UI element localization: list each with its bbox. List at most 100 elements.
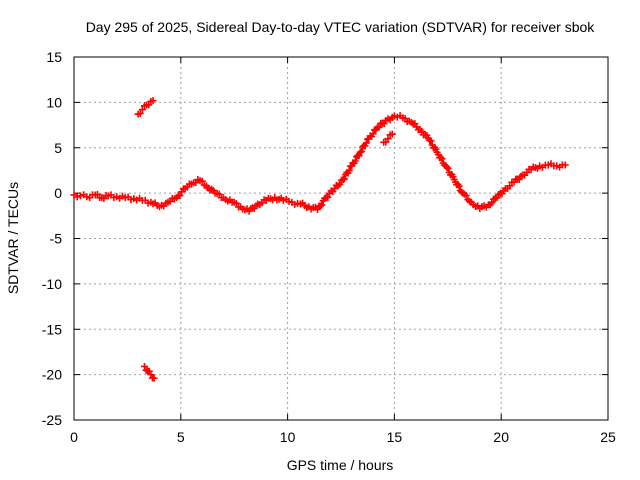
band-marker — [277, 194, 285, 202]
band-marker — [508, 178, 516, 186]
band-marker — [140, 102, 148, 110]
x-tick-label: 25 — [600, 429, 616, 445]
band-marker — [357, 147, 365, 155]
band-marker — [558, 161, 566, 169]
band-marker — [215, 190, 223, 198]
band-marker — [427, 137, 435, 145]
band-marker — [405, 117, 413, 125]
band-marker — [386, 131, 394, 139]
data-point — [140, 362, 148, 370]
band-marker — [346, 162, 354, 170]
band-marker — [185, 180, 193, 188]
band-marker — [142, 366, 150, 374]
series-SDTVAR-segment-upper — [134, 97, 157, 118]
x-tick-label: 0 — [70, 429, 78, 445]
band-marker — [466, 197, 474, 205]
band-marker — [170, 195, 178, 203]
band-marker — [438, 155, 446, 163]
band-marker — [136, 109, 144, 117]
band-marker — [488, 199, 496, 207]
band-marker — [541, 161, 549, 169]
band-marker — [118, 192, 126, 200]
band-marker — [462, 191, 470, 199]
band-marker — [482, 203, 490, 211]
x-tick-label: 5 — [177, 429, 185, 445]
band-marker — [176, 192, 184, 200]
band-marker — [506, 182, 514, 190]
chart-title: Day 295 of 2025, Sidereal Day-to-day VTE… — [86, 19, 596, 35]
band-marker — [148, 374, 156, 382]
band-marker — [375, 123, 383, 131]
y-tick-label: 5 — [54, 140, 62, 156]
data-point — [149, 97, 157, 105]
band-marker — [73, 193, 81, 201]
y-tick-label: -15 — [42, 321, 62, 337]
x-axis-label: GPS time / hours — [287, 457, 394, 473]
band-marker — [423, 131, 431, 139]
data-point — [76, 192, 84, 200]
band-marker — [329, 187, 337, 195]
band-marker — [500, 187, 508, 195]
band-marker — [369, 130, 377, 138]
y-axis-label: SDTVAR / TECUs — [5, 182, 21, 294]
band-marker — [444, 164, 452, 172]
band-marker — [303, 204, 311, 212]
band-marker — [550, 162, 558, 170]
band-marker — [145, 367, 153, 375]
grid-lines — [74, 57, 608, 420]
y-tick-label: -20 — [42, 367, 62, 383]
series-SDTVAR-segment-lower — [140, 362, 158, 382]
data-point — [138, 106, 146, 114]
y-tick-label: 10 — [46, 94, 62, 110]
data-series — [70, 97, 569, 382]
band-marker — [217, 194, 225, 202]
band-marker — [226, 196, 234, 204]
y-tick-label: 0 — [54, 185, 62, 201]
y-tick-label: -5 — [50, 231, 63, 247]
band-marker — [136, 194, 144, 202]
band-marker — [362, 139, 370, 147]
band-marker — [456, 187, 464, 195]
band-marker — [432, 145, 440, 153]
series-SDTVAR-segment-mid — [380, 130, 396, 146]
x-tick-label: 15 — [387, 429, 403, 445]
band-marker — [443, 163, 451, 171]
band-marker — [534, 164, 542, 172]
band-marker — [525, 165, 533, 173]
y-tick-label: -10 — [42, 276, 62, 292]
y-tick-label: -25 — [42, 412, 62, 428]
x-tick-label: 20 — [493, 429, 509, 445]
x-tick-label: 10 — [280, 429, 296, 445]
band-marker — [474, 202, 482, 210]
y-tick-label: 15 — [46, 49, 62, 65]
band-marker — [351, 157, 359, 165]
axis-ticks — [73, 56, 609, 421]
band-marker — [396, 112, 404, 120]
band-marker — [162, 199, 170, 207]
band-marker — [80, 191, 88, 199]
band-marker — [455, 182, 463, 190]
band-marker — [260, 196, 268, 204]
band-marker — [336, 180, 344, 188]
band-marker — [380, 120, 388, 128]
band-marker — [437, 153, 445, 161]
band-marker — [192, 179, 200, 187]
band-marker — [179, 185, 187, 193]
band-marker — [316, 202, 324, 210]
band-marker — [285, 198, 293, 206]
band-marker — [198, 177, 206, 185]
band-marker — [311, 203, 319, 211]
band-marker — [382, 138, 390, 146]
band-marker — [324, 193, 332, 201]
band-marker — [252, 202, 260, 210]
band-marker — [355, 152, 363, 160]
band-marker — [340, 175, 348, 183]
band-marker — [449, 173, 457, 181]
band-marker — [209, 187, 217, 195]
band-marker — [145, 101, 153, 109]
series-SDTVAR — [70, 112, 569, 215]
band-marker — [318, 201, 326, 209]
band-marker — [517, 172, 525, 180]
band-marker — [200, 181, 208, 189]
